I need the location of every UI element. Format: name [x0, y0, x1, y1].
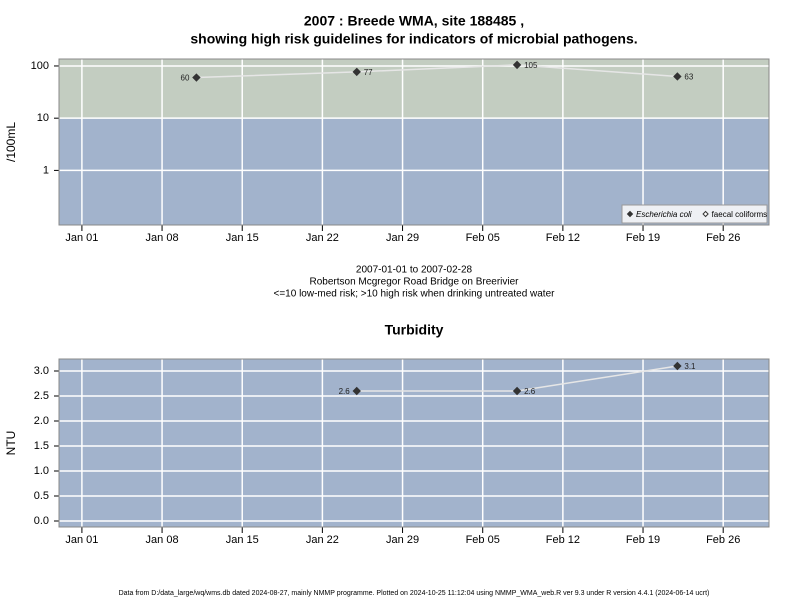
data-label: 63 — [684, 73, 693, 82]
chart-title: Turbidity — [385, 322, 444, 338]
chart-title: 2007 : Breede WMA, site 188485 , — [304, 13, 524, 29]
data-label: 60 — [181, 74, 190, 83]
y-tick-label: 1 — [43, 164, 49, 176]
series-line — [196, 64, 678, 79]
note: Robertson Mcgregor Road Bridge on Breeri… — [310, 277, 520, 288]
x-tick-label: Jan 29 — [386, 232, 419, 244]
y-tick-label: 2.0 — [34, 415, 49, 427]
data-point — [192, 73, 201, 82]
x-tick-label: Jan 15 — [226, 534, 259, 546]
x-tick-label: Feb 12 — [546, 534, 580, 546]
x-tick-label: Feb 19 — [626, 534, 660, 546]
y-tick-label: 0.0 — [34, 515, 49, 527]
legend-marker — [702, 210, 709, 218]
y-tick-label: 1.0 — [34, 465, 49, 477]
y-tick-label: 0.5 — [34, 490, 49, 502]
note: 2007-01-01 to 2007-02-28 — [356, 265, 473, 276]
data-label: 3.1 — [684, 362, 696, 371]
y-tick-label: 3.0 — [34, 365, 49, 377]
data-point — [673, 72, 682, 81]
x-tick-label: Jan 22 — [306, 534, 339, 546]
x-tick-label: Jan 29 — [386, 534, 419, 546]
x-tick-label: Feb 05 — [466, 232, 500, 244]
x-tick-label: Feb 05 — [466, 534, 500, 546]
x-tick-label: Feb 26 — [706, 534, 740, 546]
data-point — [352, 386, 361, 396]
plot-background — [59, 359, 769, 527]
footer: Data from D:/data_large/wq/wms.db dated … — [119, 590, 710, 597]
plot-frame — [58, 58, 770, 226]
legend-box — [621, 204, 768, 224]
x-tick-label: Jan 08 — [146, 534, 179, 546]
y-tick-label: 10 — [37, 112, 49, 124]
data-label: 105 — [524, 61, 538, 70]
data-point — [512, 60, 522, 70]
chart-title: showing high risk guidelines for indicat… — [190, 31, 637, 47]
x-tick-label: Jan 15 — [226, 232, 259, 244]
data-point — [512, 386, 522, 396]
data-label: 2.6 — [339, 387, 351, 396]
legend-label: Escherichia coli — [636, 210, 692, 219]
legend-label: faecal coliforms — [712, 210, 768, 219]
x-tick-label: Feb 26 — [706, 232, 740, 244]
high-risk-band — [59, 59, 769, 119]
x-tick-label: Feb 12 — [546, 232, 580, 244]
y-tick-label: 1.5 — [34, 440, 49, 452]
y-axis-label: NTU — [4, 431, 18, 456]
x-tick-label: Jan 01 — [65, 232, 98, 244]
x-tick-label: Jan 22 — [306, 232, 339, 244]
y-tick-label: 2.5 — [34, 390, 49, 402]
legend-marker — [626, 210, 634, 218]
data-label: 77 — [364, 68, 373, 77]
data-point — [673, 361, 682, 371]
note: <=10 low-med risk; >10 high risk when dr… — [274, 289, 556, 300]
x-tick-label: Jan 08 — [146, 232, 179, 244]
data-point — [352, 67, 361, 77]
x-tick-label: Feb 19 — [626, 232, 660, 244]
data-label: 2.6 — [524, 387, 536, 396]
y-axis-label: /100mL — [4, 122, 18, 162]
x-tick-label: Jan 01 — [65, 534, 98, 546]
plot-frame — [58, 358, 770, 528]
y-tick-label: 100 — [31, 60, 49, 72]
